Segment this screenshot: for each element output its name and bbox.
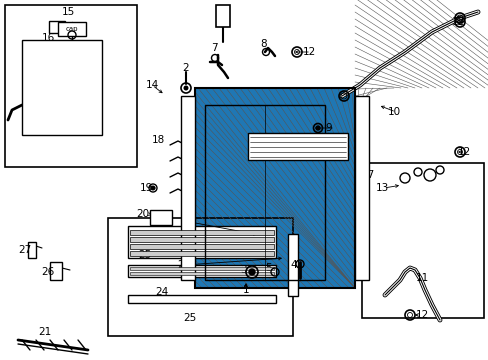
Text: 12: 12 <box>451 17 464 27</box>
Bar <box>128 295 275 303</box>
Bar <box>354 96 368 280</box>
Bar <box>181 96 195 280</box>
Bar <box>108 218 292 336</box>
Bar <box>130 272 273 275</box>
Text: 1: 1 <box>242 285 249 295</box>
Text: 27: 27 <box>19 245 32 255</box>
Text: 8: 8 <box>260 39 267 49</box>
Text: 26: 26 <box>41 267 55 277</box>
Text: cap: cap <box>65 26 78 32</box>
Text: 25: 25 <box>138 250 151 260</box>
Bar <box>130 267 273 270</box>
Bar <box>216 5 229 27</box>
Bar <box>130 230 273 235</box>
Bar <box>130 244 273 249</box>
Text: 20: 20 <box>136 209 149 219</box>
Text: 15: 15 <box>61 7 75 17</box>
Text: 23: 23 <box>182 217 195 227</box>
Text: 9: 9 <box>325 123 331 133</box>
Bar <box>50 262 62 280</box>
Bar <box>22 40 102 135</box>
Bar <box>128 265 275 277</box>
FancyBboxPatch shape <box>49 21 65 33</box>
Text: 12: 12 <box>457 147 470 157</box>
Bar <box>58 22 86 36</box>
Text: 2: 2 <box>183 63 189 73</box>
Text: 17: 17 <box>361 170 374 180</box>
Bar <box>247 133 347 160</box>
Circle shape <box>248 269 254 275</box>
Text: 16: 16 <box>41 33 55 43</box>
Bar <box>195 88 354 288</box>
Text: 4: 4 <box>290 260 297 270</box>
Bar <box>204 105 325 280</box>
Text: 13: 13 <box>375 183 388 193</box>
Bar <box>28 242 36 258</box>
Circle shape <box>151 186 155 190</box>
Text: 21: 21 <box>38 327 52 337</box>
Text: 24: 24 <box>155 287 168 297</box>
Bar <box>128 226 275 258</box>
Text: 22: 22 <box>177 260 190 270</box>
Circle shape <box>315 126 319 130</box>
Text: 10: 10 <box>387 107 400 117</box>
Bar <box>150 210 172 225</box>
Text: 11: 11 <box>414 273 428 283</box>
Text: 19: 19 <box>140 183 153 193</box>
Bar <box>361 163 483 318</box>
Text: 12: 12 <box>415 310 428 320</box>
Text: 18: 18 <box>151 135 164 145</box>
Bar <box>130 251 273 256</box>
Bar <box>5 5 137 167</box>
Text: 12: 12 <box>303 47 316 57</box>
Bar <box>287 234 297 296</box>
Text: 5: 5 <box>264 263 271 273</box>
Text: 7: 7 <box>210 43 217 53</box>
Bar <box>130 237 273 242</box>
Text: 3: 3 <box>240 265 246 275</box>
Circle shape <box>183 86 188 90</box>
Bar <box>195 88 354 288</box>
Text: 25: 25 <box>183 313 196 323</box>
Text: 6: 6 <box>218 7 225 17</box>
Text: 14: 14 <box>146 80 159 90</box>
